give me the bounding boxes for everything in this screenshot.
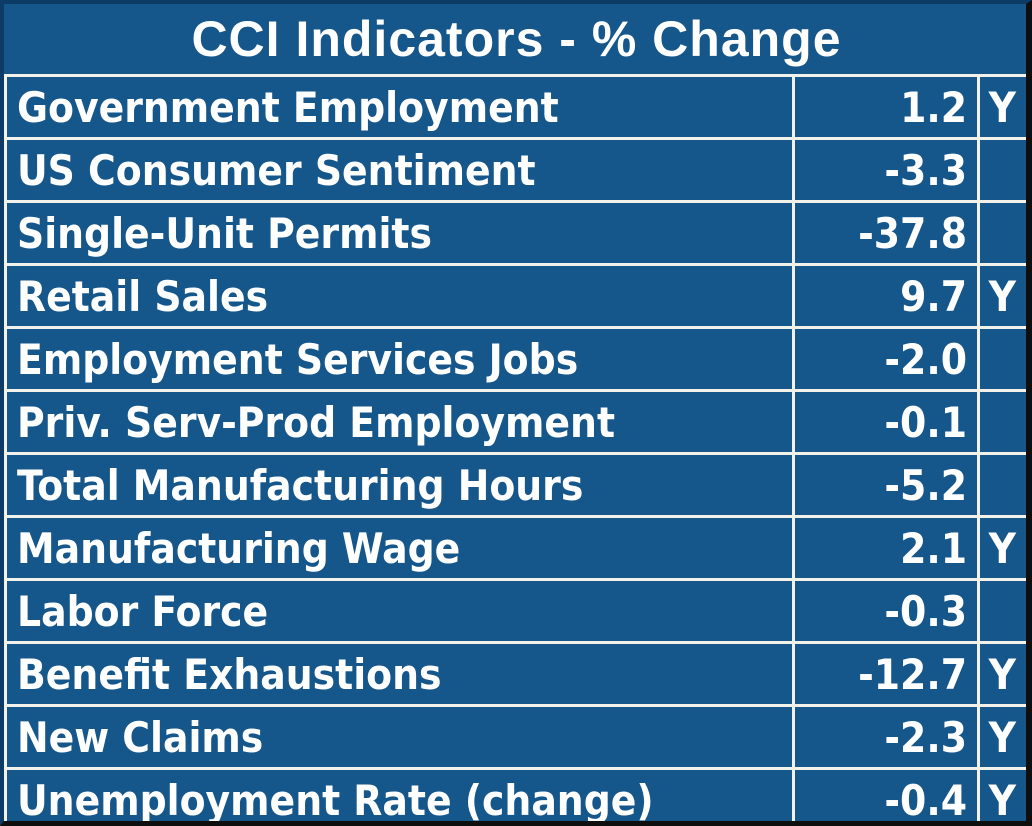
indicator-label: US Consumer Sentiment bbox=[4, 138, 795, 203]
page-title: CCI Indicators - % Change bbox=[5, 4, 1026, 77]
table-row: Manufacturing Wage 2.1 Y bbox=[4, 516, 1026, 581]
improved-flag bbox=[978, 579, 1026, 644]
indicator-value: 1.2 bbox=[793, 75, 980, 140]
table-row: Labor Force -0.3 bbox=[4, 579, 1026, 644]
indicator-value: -2.0 bbox=[793, 327, 980, 392]
table-row: Benefit Exhaustions -12.7 Y bbox=[4, 642, 1026, 707]
indicator-value: -0.1 bbox=[793, 390, 980, 455]
table-row: Unemployment Rate (change) -0.4 Y bbox=[4, 768, 1026, 821]
improved-flag bbox=[978, 201, 1026, 266]
indicator-label: Single-Unit Permits bbox=[4, 201, 795, 266]
indicator-label: Manufacturing Wage bbox=[4, 516, 795, 581]
indicator-label: Unemployment Rate (change) bbox=[4, 768, 795, 821]
indicator-value: 9.7 bbox=[793, 264, 980, 329]
indicator-label: Labor Force bbox=[4, 579, 795, 644]
indicator-value: -37.8 bbox=[793, 201, 980, 266]
improved-flag bbox=[978, 390, 1026, 455]
indicator-value: -0.3 bbox=[793, 579, 980, 644]
cci-indicators-table: CCI Indicators - % Change Government Emp… bbox=[4, 4, 1026, 821]
indicator-label: Retail Sales bbox=[4, 264, 795, 329]
indicator-label: Benefit Exhaustions bbox=[4, 642, 795, 707]
table-row: Single-Unit Permits -37.8 bbox=[4, 201, 1026, 266]
indicator-label: Priv. Serv-Prod Employment bbox=[4, 390, 795, 455]
indicator-label: Employment Services Jobs bbox=[4, 327, 795, 392]
indicator-value: -0.4 bbox=[793, 768, 980, 821]
improved-flag: Y bbox=[978, 768, 1026, 821]
table-row: Government Employment 1.2 Y bbox=[4, 75, 1026, 140]
indicator-value: 2.1 bbox=[793, 516, 980, 581]
indicator-label: Government Employment bbox=[4, 75, 795, 140]
table-row: US Consumer Sentiment -3.3 bbox=[4, 138, 1026, 203]
improved-flag bbox=[978, 138, 1026, 203]
improved-flag bbox=[978, 453, 1026, 518]
indicator-value: -2.3 bbox=[793, 705, 980, 770]
indicator-value: -3.3 bbox=[793, 138, 980, 203]
indicator-label: Total Manufacturing Hours bbox=[4, 453, 795, 518]
table-row: Employment Services Jobs -2.0 bbox=[4, 327, 1026, 392]
improved-flag: Y bbox=[978, 75, 1026, 140]
improved-flag: Y bbox=[978, 642, 1026, 707]
improved-flag: Y bbox=[978, 516, 1026, 581]
improved-flag bbox=[978, 327, 1026, 392]
table-title-row: CCI Indicators - % Change bbox=[5, 4, 1026, 77]
improved-flag: Y bbox=[978, 264, 1026, 329]
indicator-label: New Claims bbox=[4, 705, 795, 770]
table-row: New Claims -2.3 Y bbox=[4, 705, 1026, 770]
table-row: Total Manufacturing Hours -5.2 bbox=[4, 453, 1026, 518]
table-row: Retail Sales 9.7 Y bbox=[4, 264, 1026, 329]
table-row: Priv. Serv-Prod Employment -0.1 bbox=[4, 390, 1026, 455]
improved-flag: Y bbox=[978, 705, 1026, 770]
indicator-value: -5.2 bbox=[793, 453, 980, 518]
indicator-value: -12.7 bbox=[793, 642, 980, 707]
